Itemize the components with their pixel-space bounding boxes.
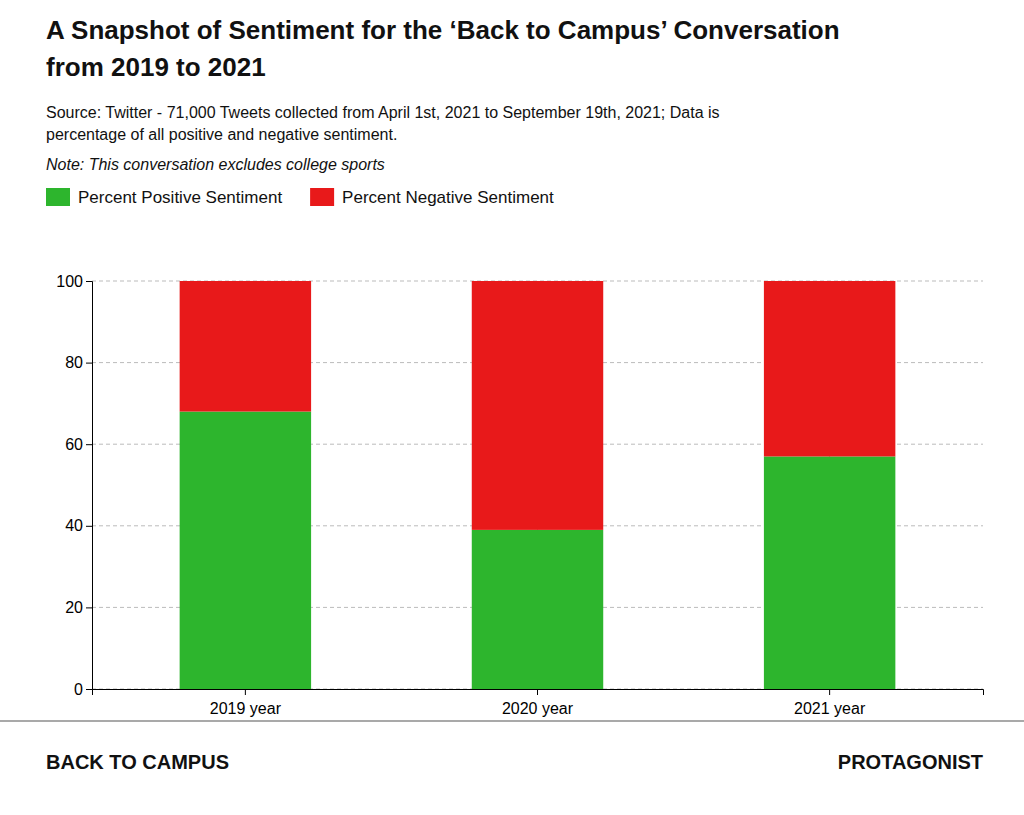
footer-rule (0, 720, 1024, 721)
chart: A Snapshot of Sentiment for the ‘Back to… (0, 0, 1024, 815)
x-tick-label: 2021 year (794, 700, 866, 717)
plot: 0 20 40 60 80 100 2019 year 2020 year 2021 year (56, 273, 983, 717)
x-axis-line (93, 690, 984, 696)
x-tick-mark (537, 689, 538, 695)
y-tick: 80 (65, 354, 92, 371)
footer-left: BACK TO CAMPUS (46, 751, 229, 773)
x-tick-mark (245, 689, 246, 695)
y-tick-mark (86, 281, 92, 282)
bars (180, 281, 896, 689)
legend: Percent Positive Sentiment Percent Negati… (46, 188, 554, 207)
x-tick-label: 2020 year (502, 700, 574, 717)
y-tick-mark (86, 607, 92, 608)
y-tick-mark (86, 444, 92, 445)
bar (180, 412, 311, 689)
legend-label: Percent Negative Sentiment (342, 188, 554, 207)
x-tick-label: 2019 year (210, 700, 282, 717)
y-tick-mark (86, 689, 92, 690)
x-tick-mark (829, 689, 830, 695)
legend-swatch (46, 188, 70, 206)
y-tick-label: 40 (65, 517, 83, 534)
grid (92, 281, 983, 689)
y-tick-mark (86, 363, 92, 364)
legend-label: Percent Positive Sentiment (78, 188, 282, 207)
y-tick: 0 (74, 681, 92, 698)
y-tick-mark (86, 526, 92, 527)
bar (764, 456, 895, 689)
y-tick-label: 60 (65, 436, 83, 453)
x-tick: 2021 year (794, 689, 866, 717)
legend-item: Percent Negative Sentiment (310, 188, 554, 207)
x-axis: 2019 year 2020 year 2021 year (93, 689, 984, 717)
y-tick-label: 100 (56, 273, 83, 290)
bar (472, 281, 603, 530)
bar (472, 530, 603, 689)
subtitle: from 2019 to 2021 (46, 52, 266, 82)
legend-item: Percent Positive Sentiment (46, 188, 282, 207)
bar (764, 281, 895, 456)
x-tick: 2019 year (210, 689, 282, 717)
x-tick: 2020 year (502, 689, 574, 717)
y-axis: 0 20 40 60 80 100 (56, 273, 92, 698)
series (180, 281, 896, 530)
footer-right: PROTAGONIST (838, 751, 983, 773)
y-tick: 20 (65, 599, 92, 616)
y-tick: 60 (65, 436, 92, 453)
y-tick-label: 80 (65, 354, 83, 371)
y-tick-label: 0 (74, 681, 83, 698)
y-tick-label: 20 (65, 599, 83, 616)
legend-swatch (310, 188, 334, 206)
source: Source: Twitter - 71,000 Tweets collecte… (46, 104, 720, 143)
y-axis-line (86, 282, 93, 690)
title: A Snapshot of Sentiment for the ‘Back to… (46, 15, 840, 45)
y-tick: 100 (56, 273, 92, 290)
note: Note: This conversation excludes college… (46, 156, 385, 173)
bar (180, 281, 311, 412)
y-tick: 40 (65, 517, 92, 534)
